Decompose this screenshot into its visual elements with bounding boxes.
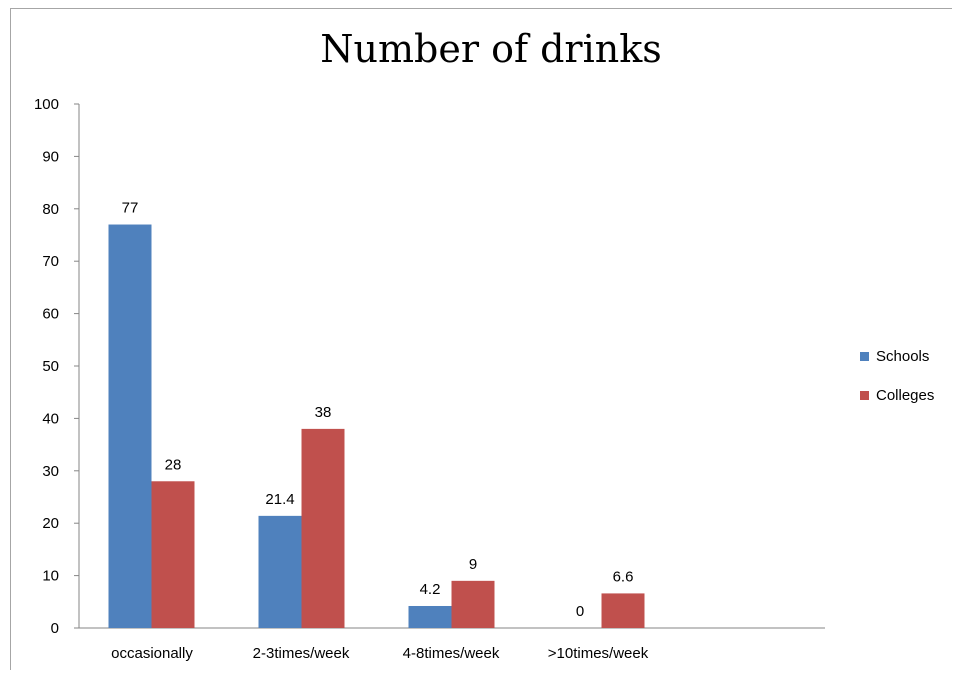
y-tick-label: 30 <box>42 463 59 480</box>
chart-title: Number of drinks <box>320 27 661 71</box>
data-label-schools: 21.4 <box>265 491 294 508</box>
legend-swatch-colleges <box>860 391 869 400</box>
data-label-colleges: 28 <box>165 456 182 473</box>
y-tick-label: 50 <box>42 358 59 375</box>
data-label-schools: 4.2 <box>420 581 441 598</box>
y-tick-label: 80 <box>42 201 59 218</box>
bar-colleges <box>451 580 495 628</box>
bar-schools <box>408 605 452 628</box>
x-tick-label: >10times/week <box>548 645 649 662</box>
legend-swatch-schools <box>860 352 869 361</box>
x-tick-label: 2-3times/week <box>253 645 350 662</box>
y-tick-label: 0 <box>51 620 59 637</box>
bar-colleges <box>301 428 345 628</box>
data-label-schools: 0 <box>576 603 584 620</box>
y-tick-label: 60 <box>42 306 59 323</box>
y-tick-label: 90 <box>42 148 59 165</box>
chart-frame <box>10 8 952 670</box>
y-tick-label: 20 <box>42 515 59 532</box>
y-tick-label: 100 <box>34 96 59 113</box>
y-tick-label: 40 <box>42 410 59 427</box>
legend-label-schools: Schools <box>876 348 929 365</box>
legend-label-colleges: Colleges <box>876 387 934 404</box>
x-tick-label: occasionally <box>111 645 193 662</box>
y-tick-label: 70 <box>42 253 59 270</box>
data-label-colleges: 38 <box>315 404 332 421</box>
x-tick-label: 4-8times/week <box>403 645 500 662</box>
bar-schools <box>258 515 302 628</box>
data-label-colleges: 6.6 <box>613 568 634 585</box>
data-label-colleges: 9 <box>469 556 477 573</box>
y-tick-label: 10 <box>42 568 59 585</box>
legend: Schools Colleges <box>860 348 934 404</box>
data-labels: 77 28 21.4 38 4.2 9 0 6.6 <box>122 200 634 620</box>
bars <box>108 224 645 628</box>
bar-schools <box>108 224 152 628</box>
data-label-schools: 77 <box>122 200 139 217</box>
bar-colleges <box>151 481 195 628</box>
bar-colleges <box>601 593 645 628</box>
